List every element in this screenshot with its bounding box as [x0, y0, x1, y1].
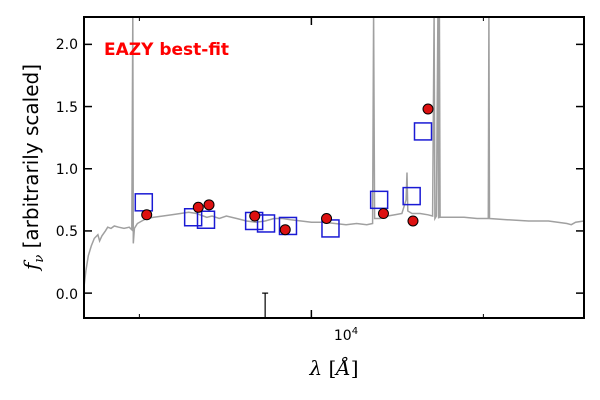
model-photometry-group — [134, 122, 433, 238]
observed-photometry-group — [141, 103, 434, 236]
observed-photometry-point-8 — [422, 103, 434, 115]
y-axis-label: fν [arbitrarily scaled] — [19, 64, 47, 272]
observed-photometry-point-5 — [321, 212, 333, 224]
observed-photometry-point-2 — [203, 199, 215, 211]
y-tick-labels: 0.0 0.5 1.0 1.5 2.0 — [56, 37, 78, 303]
model-photometry-square-4 — [256, 214, 276, 233]
model-photometry-square-5 — [278, 216, 298, 236]
model-spectrum-layer — [84, 17, 584, 318]
model-photometry-square-9 — [413, 122, 433, 141]
observed-photometry-point-7 — [407, 215, 419, 227]
axis-ticks — [84, 17, 584, 318]
error-bar-group — [262, 292, 269, 318]
y-tick-label-4: 2.0 — [56, 37, 78, 53]
plot-frame — [83, 16, 585, 319]
observed-photometry-point-3 — [249, 210, 261, 222]
model-photometry-square-2 — [196, 210, 216, 229]
x-tick-label: 104 — [334, 326, 358, 344]
plot-background — [84, 17, 584, 318]
annotation-label: EAZY best-fit — [104, 40, 229, 60]
model-photometry-square-8 — [402, 186, 421, 206]
y-tick-label-0: 0.0 — [56, 287, 78, 303]
model-photometry-square-7 — [369, 190, 389, 210]
y-tick-label-1: 0.5 — [56, 224, 78, 240]
x-axis-label: λ [Å] — [308, 355, 358, 380]
observed-photometry-point-6 — [377, 208, 389, 220]
y-tick-label-2: 1.0 — [56, 162, 78, 178]
observed-photometry-point-0 — [141, 209, 153, 221]
observed-photometry-point-1 — [192, 201, 204, 213]
model-spectrum-line — [84, 17, 584, 287]
y-tick-label-3: 1.5 — [56, 100, 78, 116]
observed-photometry-point-4 — [279, 224, 291, 236]
